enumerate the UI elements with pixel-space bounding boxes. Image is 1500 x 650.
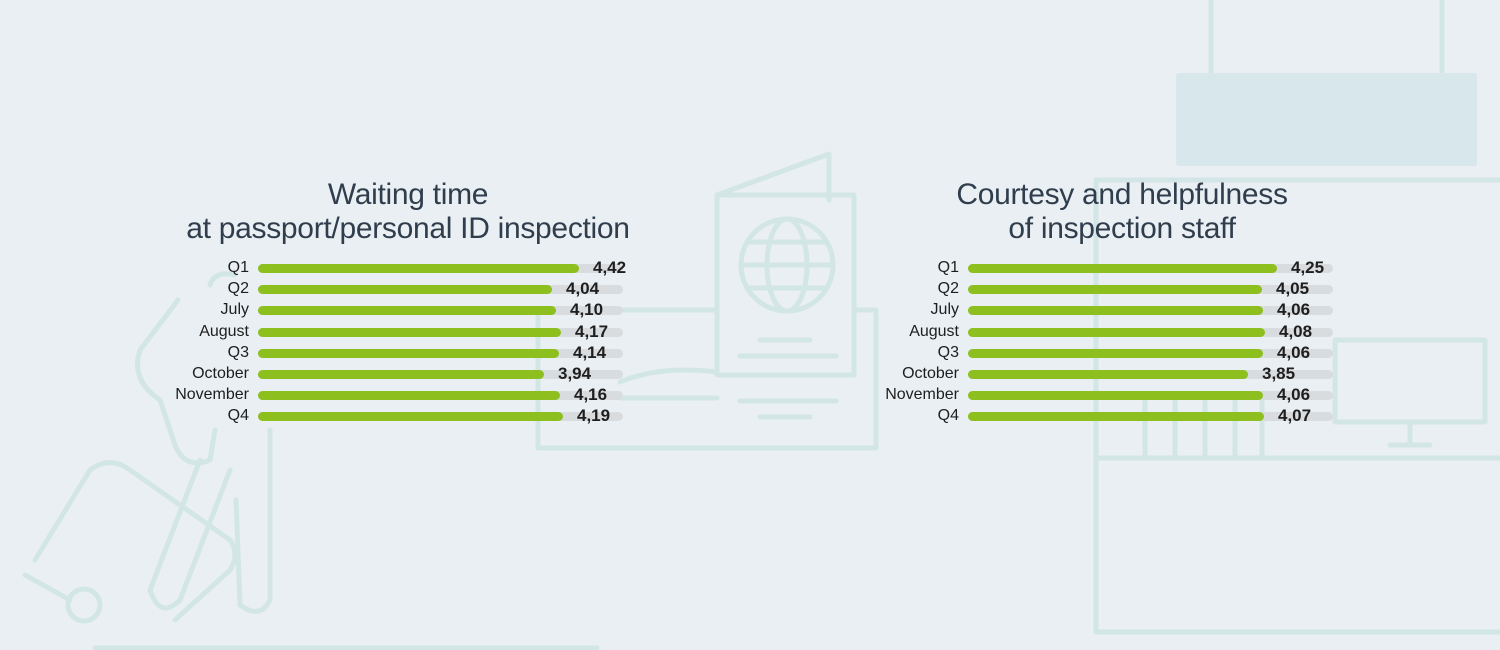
bar-track xyxy=(258,370,623,379)
value-label: 4,05 xyxy=(1276,279,1310,298)
bar-row: Q3 4,14 xyxy=(160,343,660,364)
bar xyxy=(968,391,1263,400)
bar-row: July 4,10 xyxy=(160,300,660,321)
bar-row: November 4,16 xyxy=(160,385,660,406)
bar xyxy=(258,349,559,358)
value-label: 4,25 xyxy=(1291,258,1325,277)
bar-row: Q3 4,06 xyxy=(870,343,1370,364)
value-label: 4,06 xyxy=(1277,300,1311,319)
category-label: July xyxy=(930,301,959,318)
category-label: August xyxy=(909,323,959,340)
bar-track xyxy=(258,412,623,421)
bar-row: Q2 4,05 xyxy=(870,279,1370,300)
category-label: Q2 xyxy=(937,280,959,297)
bar-track xyxy=(968,306,1333,315)
bar xyxy=(968,370,1248,379)
category-label: October xyxy=(192,365,249,382)
chart-title: Waiting time at passport/personal ID ins… xyxy=(160,178,656,246)
bar-track xyxy=(968,391,1333,400)
bar-row: Q1 4,25 xyxy=(870,258,1370,279)
bar-track xyxy=(258,285,623,294)
bar-row: Q4 4,19 xyxy=(160,406,660,427)
bar-track xyxy=(968,412,1333,421)
bar-row: August 4,17 xyxy=(160,322,660,343)
bar-track xyxy=(968,264,1333,273)
category-label: Q3 xyxy=(937,344,959,361)
bar xyxy=(258,306,556,315)
bar-track xyxy=(968,349,1333,358)
chart-title: Courtesy and helpfulness of inspection s… xyxy=(870,178,1374,246)
category-label: August xyxy=(199,323,249,340)
category-label: Q4 xyxy=(937,407,959,424)
bar xyxy=(258,391,560,400)
bar-track xyxy=(968,328,1333,337)
category-label: November xyxy=(175,386,249,403)
bar-track xyxy=(968,285,1333,294)
bar xyxy=(258,328,561,337)
bar-row: November 4,06 xyxy=(870,385,1370,406)
bar xyxy=(968,306,1263,315)
bar xyxy=(258,285,552,294)
value-label: 4,07 xyxy=(1278,406,1312,425)
category-label: July xyxy=(220,301,249,318)
value-label: 3,94 xyxy=(558,364,592,383)
value-label: 3,85 xyxy=(1262,364,1296,383)
bar xyxy=(968,328,1265,337)
category-label: October xyxy=(902,365,959,382)
bar-row: October 3,94 xyxy=(160,364,660,385)
category-label: Q1 xyxy=(937,259,959,276)
value-label: 4,19 xyxy=(577,406,611,425)
bar-row: Q2 4,04 xyxy=(160,279,660,300)
bar-track xyxy=(258,264,623,273)
value-label: 4,16 xyxy=(574,385,608,404)
value-label: 4,08 xyxy=(1279,322,1313,341)
bar-track xyxy=(258,306,623,315)
bar xyxy=(258,264,579,273)
value-label: 4,06 xyxy=(1277,343,1311,362)
bar-row: August 4,08 xyxy=(870,322,1370,343)
value-label: 4,14 xyxy=(573,343,607,362)
bar-row: Q1 4,42 xyxy=(160,258,660,279)
bar xyxy=(968,285,1262,294)
bar-row: July 4,06 xyxy=(870,300,1370,321)
bar-track xyxy=(258,391,623,400)
value-label: 4,10 xyxy=(570,300,604,319)
bar-row: Q4 4,07 xyxy=(870,406,1370,427)
bar xyxy=(968,412,1264,421)
bar xyxy=(258,370,544,379)
value-label: 4,04 xyxy=(566,279,600,298)
bar-track xyxy=(968,370,1333,379)
value-label: 4,42 xyxy=(593,258,627,277)
bar xyxy=(968,264,1277,273)
bar-track xyxy=(258,328,623,337)
category-label: Q3 xyxy=(227,344,249,361)
chart-title-line-1: Waiting time xyxy=(327,178,489,211)
bar xyxy=(258,412,563,421)
category-label: Q2 xyxy=(227,280,249,297)
value-label: 4,17 xyxy=(575,322,609,341)
category-label: Q4 xyxy=(227,407,249,424)
category-label: November xyxy=(885,386,959,403)
bar xyxy=(968,349,1263,358)
value-label: 4,06 xyxy=(1277,385,1311,404)
bar-track xyxy=(258,349,623,358)
chart-title-line-2: at passport/personal ID inspection xyxy=(186,212,630,245)
chart-title-line-1: Courtesy and helpfulness xyxy=(956,178,1288,211)
bar-row: October 3,85 xyxy=(870,364,1370,385)
category-label: Q1 xyxy=(227,259,249,276)
chart-title-line-2: of inspection staff xyxy=(1008,212,1236,245)
